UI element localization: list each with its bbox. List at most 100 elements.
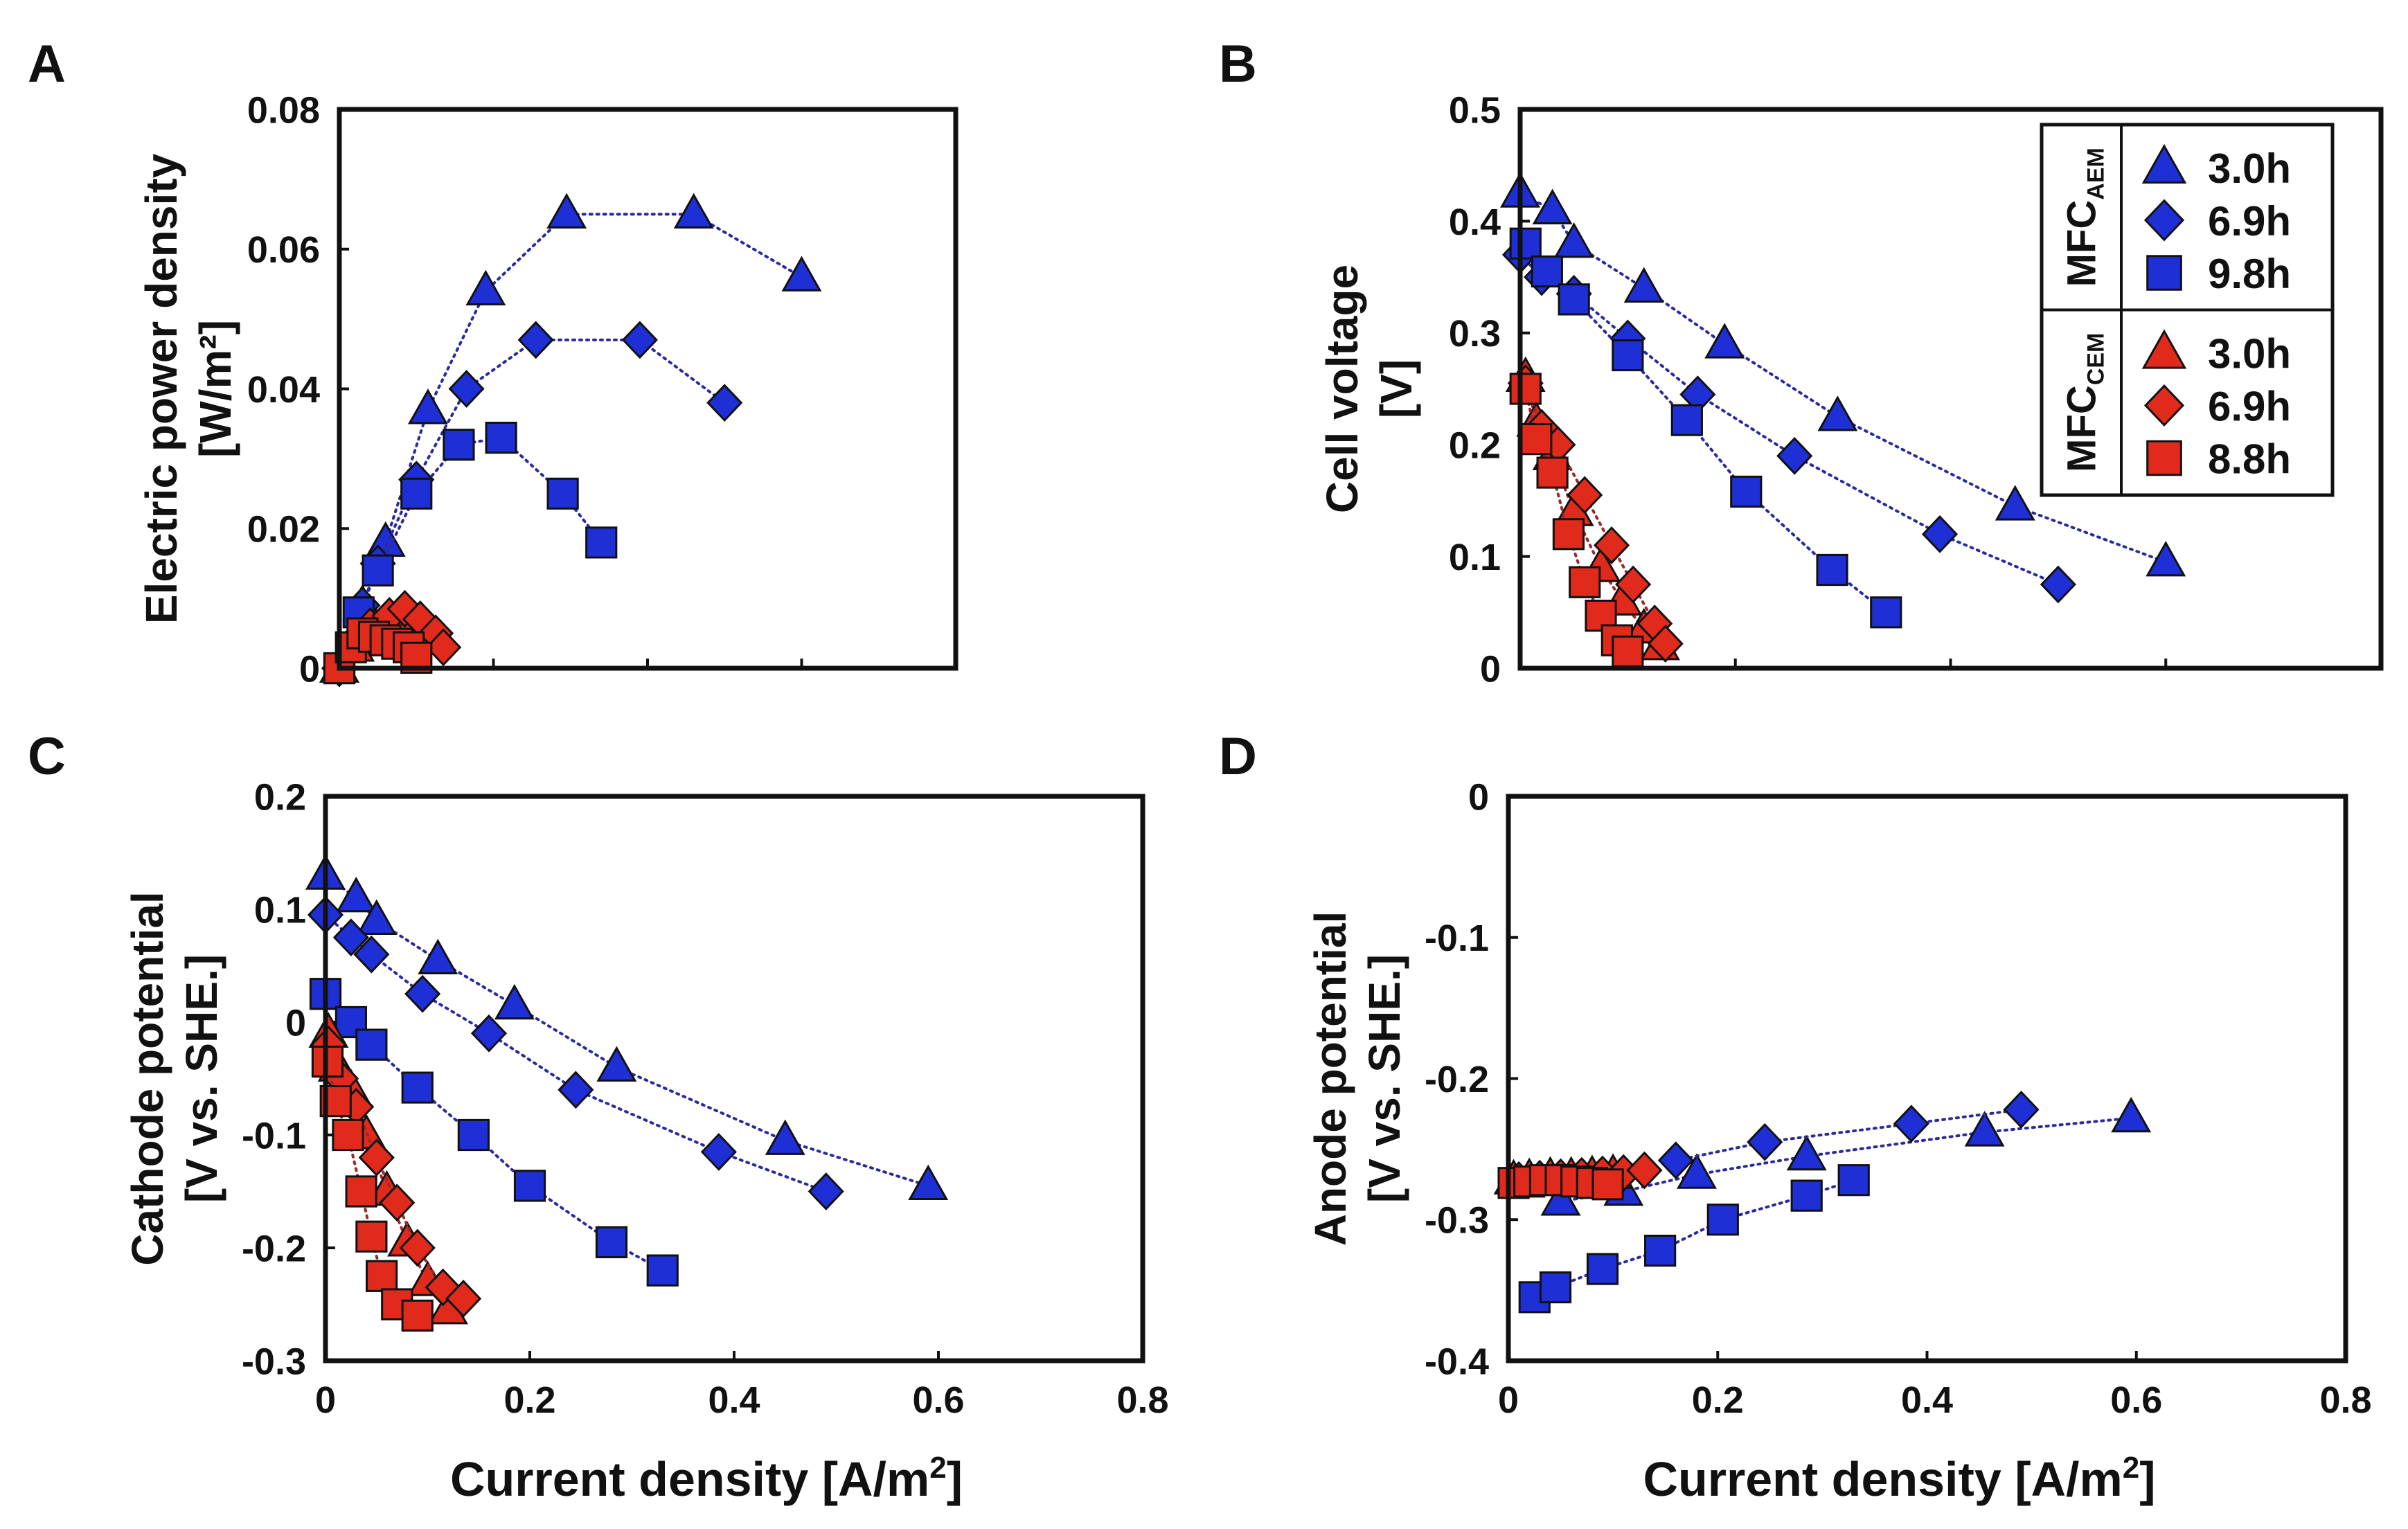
legend-group-cem: MFCCEM 3.0h 6.9h 8.8h [2060, 329, 2291, 483]
x-tick-label: 0.2 [503, 1379, 555, 1421]
data-point [1786, 1134, 1827, 1171]
series-mfc-aem-9-8h [309, 978, 679, 1287]
y-axis-label-line: [V vs. SHE.] [177, 954, 226, 1203]
legend-entry-label: 3.0h [2208, 331, 2291, 377]
series-connector [324, 913, 828, 1193]
data-point [1626, 1151, 1663, 1190]
panel-label: B [1219, 35, 1257, 93]
panel-label: C [28, 727, 66, 786]
plot-frame [1506, 794, 2348, 1363]
x-tick-label: 0.8 [2319, 1379, 2371, 1421]
data-point [379, 1183, 416, 1222]
x-tick-label: 0 [315, 1379, 336, 1421]
y-tick-label: -0.1 [1425, 918, 1489, 959]
y-tick-label: 0.2 [254, 776, 306, 818]
data-point [1509, 373, 1542, 405]
panel-label: D [1219, 727, 1257, 786]
y-tick-label: -0.3 [1425, 1200, 1489, 1242]
data-point [443, 429, 475, 461]
y-axis-label-line: [W/m²] [190, 320, 240, 458]
panel-c: C -0.3 -0.2 -0.1 0 0.1 0.2 0 0.2 0.4 0.6 0.8 Cathode… [28, 727, 1169, 1506]
data-point [546, 477, 579, 510]
data-point [1704, 323, 1745, 359]
series-mfc-aem-3-0h [1500, 172, 2186, 577]
data-point [401, 1071, 434, 1104]
data-point [1995, 485, 2035, 521]
y-tick-label: 0 [299, 648, 320, 690]
data-point [700, 1133, 737, 1171]
series-connector [324, 874, 930, 1188]
data-point [319, 1085, 352, 1118]
data-point [646, 1254, 679, 1287]
data-point [401, 1299, 434, 1332]
data-point [1706, 1204, 1739, 1236]
series-mfc-aem-3-0h [305, 854, 949, 1201]
y-axis-label: Cell voltage [V] [1317, 265, 1421, 513]
data-point [1553, 222, 1594, 258]
data-point [386, 589, 423, 628]
legend-marker [2143, 199, 2185, 242]
data-point [470, 1014, 508, 1053]
y-tick-label: -0.4 [1425, 1341, 1489, 1382]
data-point [494, 983, 535, 1020]
data-point [332, 918, 369, 957]
data-point [400, 641, 433, 674]
data-point [407, 388, 448, 424]
data-point [345, 1175, 377, 1208]
data-point [457, 1118, 490, 1152]
data-point [362, 554, 394, 587]
plot-area [319, 193, 822, 688]
series-mfc-cem-8-8h [1509, 373, 1644, 668]
data-point [355, 1220, 388, 1253]
plot-frame [323, 794, 1145, 1363]
series-connector [1674, 1108, 2023, 1162]
data-point [1540, 1180, 1581, 1216]
legend-group-label: MFCAEM [2060, 147, 2110, 287]
data-point [1837, 1164, 1870, 1197]
data-point [1593, 526, 1630, 564]
data-point [355, 1028, 388, 1061]
data-point [1586, 1253, 1619, 1285]
data-point [673, 193, 714, 229]
data-point [332, 1118, 364, 1152]
y-tick-label: 0 [285, 1002, 306, 1044]
data-point [808, 1172, 844, 1210]
data-point [558, 1071, 594, 1109]
data-point [425, 628, 462, 667]
series-mfc-cem-8-8h [1497, 1164, 1624, 1201]
data-point [1647, 625, 1684, 663]
series-mfc-aem-9-8h [1518, 1164, 1870, 1314]
data-point [2111, 1096, 2152, 1133]
y-axis-label-line: Cell voltage [1317, 265, 1367, 513]
y-tick-label: 0.5 [1449, 89, 1501, 131]
data-point [366, 1260, 398, 1292]
y-tick-label: 0.06 [247, 229, 320, 271]
legend-entry-label: 6.9h [2208, 198, 2291, 244]
data-point [1552, 518, 1585, 551]
legend-marker [2141, 329, 2187, 369]
series-mfc-aem-6-9h [307, 895, 844, 1210]
data-point [1644, 1234, 1677, 1267]
data-point [621, 321, 658, 359]
data-point [1623, 267, 1664, 303]
y-tick-label: -0.1 [242, 1115, 306, 1156]
y-tick-label: 0.2 [1449, 425, 1501, 467]
data-point [513, 1170, 546, 1202]
data-point [596, 1046, 637, 1082]
data-point [1747, 1123, 1783, 1161]
data-point [445, 1279, 482, 1318]
data-point [1677, 1153, 1717, 1189]
data-point [585, 526, 618, 559]
data-point [1612, 339, 1644, 372]
data-point [1539, 1271, 1572, 1304]
y-axis-label-line: Cathode potential [123, 891, 172, 1265]
y-axis-label: Anode potential [V vs. SHE.] [1305, 911, 1409, 1246]
series-mfc-aem-9-8h [1509, 227, 1902, 629]
data-point [1536, 456, 1569, 489]
data-point [358, 1138, 395, 1177]
y-axis-label-line: [V] [1371, 359, 1421, 418]
data-point [448, 370, 485, 408]
y-tick-label: 0.4 [1449, 202, 1501, 243]
